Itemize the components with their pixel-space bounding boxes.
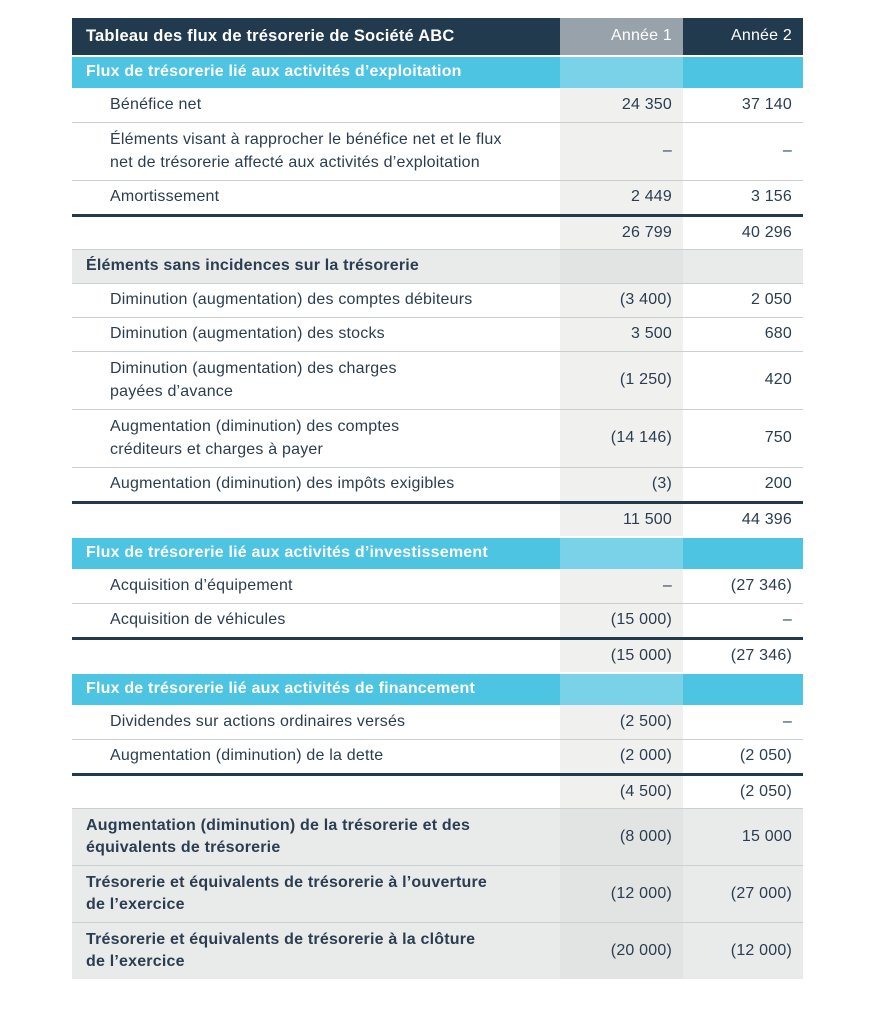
- value-annee-2: [683, 538, 803, 569]
- value-annee-1: (20 000): [560, 923, 683, 979]
- value-annee-2: 420: [764, 371, 792, 389]
- value-annee-1: 11 500: [560, 504, 683, 536]
- value-annee-1: (15 000): [560, 604, 683, 637]
- row-label: Éléments sans incidences sur la trésorer…: [86, 257, 420, 275]
- row-label: Trésorerie et équivalents de trésorerie …: [86, 873, 487, 913]
- row-label: [72, 504, 560, 536]
- table-row: (4 500) (2 050): [72, 773, 803, 808]
- value-annee-1: 26 799: [560, 217, 683, 249]
- table-row: Amortissement 2 449 3 156: [72, 180, 803, 214]
- value-annee-2: (2 050): [739, 782, 792, 800]
- row-label: Trésorerie et équivalents de trésorerie …: [86, 930, 476, 970]
- cash-flow-table: Tableau des flux de trésorerie de Sociét…: [72, 18, 803, 979]
- value-annee-1: (15 000): [560, 640, 683, 672]
- table-row: Flux de trésorerie lié aux activités d’e…: [72, 55, 803, 88]
- column-header-annee-2: Année 2: [730, 27, 792, 45]
- value-annee-2: 37 140: [741, 95, 792, 113]
- value-annee-2: (2 050): [739, 747, 792, 765]
- table-row: Trésorerie et équivalents de trésorerie …: [72, 865, 803, 922]
- table-row: (15 000) (27 346): [72, 637, 803, 672]
- value-annee-2: 15 000: [741, 827, 792, 845]
- row-label: [72, 217, 560, 249]
- row-label: Flux de trésorerie lié aux activités d’i…: [86, 544, 488, 562]
- row-label: Diminution (augmentation) des charges pa…: [110, 360, 397, 400]
- value-annee-1: 24 350: [560, 88, 683, 122]
- value-annee-2: (27 000): [730, 884, 792, 902]
- value-annee-2: –: [782, 611, 792, 629]
- value-annee-1: (2 000): [560, 740, 683, 773]
- table-row: Augmentation (diminution) des impôts exi…: [72, 467, 803, 501]
- value-annee-2: 3 156: [750, 188, 792, 206]
- table-row: Acquisition de véhicules (15 000) –: [72, 603, 803, 637]
- table-row: Bénéfice net 24 350 37 140: [72, 88, 803, 122]
- value-annee-1: (4 500): [560, 776, 683, 808]
- value-annee-2: –: [782, 142, 792, 160]
- value-annee-2: 680: [764, 325, 792, 343]
- value-annee-2: 750: [764, 429, 792, 447]
- row-label: Dividendes sur actions ordinaires versés: [110, 712, 406, 730]
- row-label: Augmentation (diminution) des comptes cr…: [110, 418, 400, 458]
- value-annee-1: (3): [560, 468, 683, 501]
- table-row: 11 500 44 396: [72, 501, 803, 536]
- table-header-row: Tableau des flux de trésorerie de Sociét…: [72, 18, 803, 55]
- row-label: Amortissement: [110, 188, 220, 206]
- table-row: 26 799 40 296: [72, 214, 803, 249]
- table-row: Flux de trésorerie lié aux activités de …: [72, 672, 803, 705]
- row-label: [72, 640, 560, 672]
- value-annee-1: 3 500: [560, 318, 683, 351]
- value-annee-1: (14 146): [560, 410, 683, 467]
- value-annee-1: –: [560, 123, 683, 180]
- row-label: Augmentation (diminution) de la dette: [110, 747, 384, 765]
- table-row: Dividendes sur actions ordinaires versés…: [72, 705, 803, 739]
- table-row: Éléments visant à rapprocher le bénéfice…: [72, 122, 803, 180]
- value-annee-2: (27 346): [730, 646, 792, 664]
- table-row: Diminution (augmentation) des stocks 3 50…: [72, 317, 803, 351]
- row-label: Augmentation (diminution) de la trésorer…: [86, 816, 471, 856]
- value-annee-2: –: [782, 712, 792, 730]
- value-annee-2: 40 296: [741, 223, 792, 241]
- row-label: Flux de trésorerie lié aux activités de …: [86, 680, 476, 698]
- value-annee-2: 200: [764, 475, 792, 493]
- table-row: Augmentation (diminution) de la dette (2 …: [72, 739, 803, 773]
- row-label: Acquisition d’équipement: [110, 576, 293, 594]
- value-annee-1: (2 500): [560, 705, 683, 739]
- value-annee-1: [560, 57, 683, 88]
- row-label: Augmentation (diminution) des impôts exi…: [110, 475, 455, 493]
- row-label: Éléments visant à rapprocher le bénéfice…: [110, 131, 502, 171]
- value-annee-1: [560, 538, 683, 569]
- value-annee-2: (12 000): [730, 941, 792, 959]
- table-body: Flux de trésorerie lié aux activités d’e…: [72, 55, 803, 979]
- value-annee-1: –: [560, 569, 683, 603]
- table-row: Augmentation (diminution) de la trésorer…: [72, 808, 803, 865]
- value-annee-2: 2 050: [750, 291, 792, 309]
- table-row: Augmentation (diminution) des comptes cr…: [72, 409, 803, 467]
- value-annee-2: (27 346): [730, 576, 792, 594]
- table-row: Diminution (augmentation) des comptes dé…: [72, 283, 803, 317]
- table-row: Flux de trésorerie lié aux activités d’i…: [72, 536, 803, 569]
- value-annee-2: [683, 674, 803, 705]
- value-annee-2: [683, 250, 803, 283]
- row-label: Acquisition de véhicules: [110, 611, 286, 629]
- table-row: Diminution (augmentation) des charges pa…: [72, 351, 803, 409]
- value-annee-1: (1 250): [560, 352, 683, 409]
- value-annee-1: (12 000): [560, 866, 683, 922]
- row-label: [72, 776, 560, 808]
- row-label: Diminution (augmentation) des stocks: [110, 325, 385, 343]
- table-row: Éléments sans incidences sur la trésorer…: [72, 249, 803, 283]
- table-row: Trésorerie et équivalents de trésorerie …: [72, 922, 803, 979]
- value-annee-1: (8 000): [560, 809, 683, 865]
- value-annee-2: [683, 57, 803, 88]
- row-label: Diminution (augmentation) des comptes dé…: [110, 291, 473, 309]
- table-title: Tableau des flux de trésorerie de Sociét…: [86, 26, 455, 45]
- value-annee-1: (3 400): [560, 284, 683, 317]
- row-label: Bénéfice net: [110, 95, 202, 113]
- column-header-annee-1: Année 1: [560, 18, 683, 55]
- table-row: Acquisition d’équipement – (27 346): [72, 569, 803, 603]
- value-annee-1: 2 449: [560, 181, 683, 214]
- row-label: Flux de trésorerie lié aux activités d’e…: [86, 63, 462, 81]
- value-annee-1: [560, 250, 683, 283]
- value-annee-2: 44 396: [741, 510, 792, 528]
- value-annee-1: [560, 674, 683, 705]
